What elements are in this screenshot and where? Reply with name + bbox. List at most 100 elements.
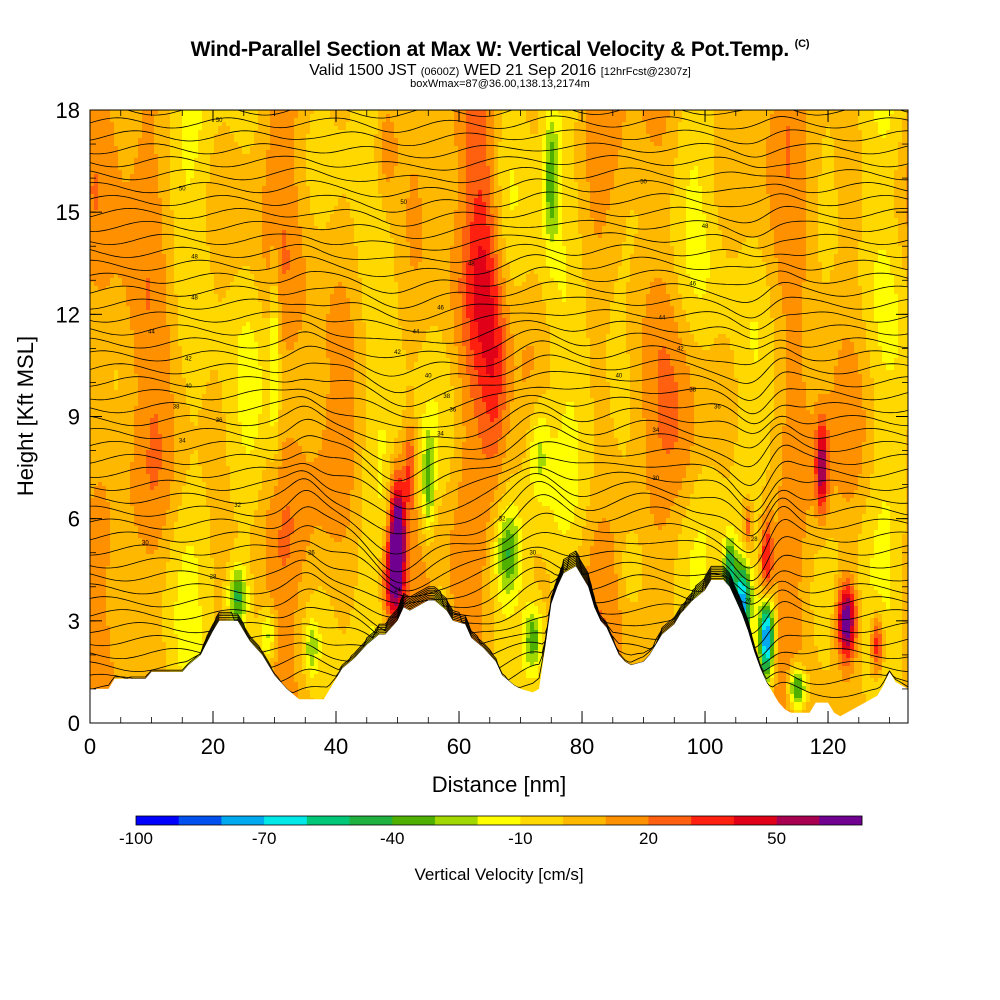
- theta-contour-line: [90, 412, 908, 463]
- theta-contour-label: 48: [702, 224, 709, 230]
- theta-contour-label: 26: [308, 551, 315, 557]
- theta-contours: 50 50 48 48 44 42 40 38 36 34 32 30 28 26 24 42 44 40 38 36…: [90, 110, 908, 698]
- x-tick-label: 20: [201, 734, 225, 759]
- theta-contour-line: [90, 309, 908, 333]
- colorbar-swatch: [605, 816, 649, 825]
- theta-contour-line: [90, 205, 908, 227]
- theta-contour-line: [90, 166, 908, 184]
- theta-contour-line: [90, 178, 908, 198]
- colorbar-swatch: [221, 816, 265, 825]
- colorbar-tick-label: 20: [639, 829, 658, 848]
- theta-contour-label: 42: [677, 346, 684, 352]
- terrain-profile: [90, 566, 908, 723]
- y-axis-title: Height [Kft MSL]: [13, 336, 38, 496]
- theta-contour-label: 36: [714, 404, 721, 410]
- theta-contour-line: [90, 281, 908, 309]
- chart-box-info: boxWmax=87@36.00,138.13,2174m: [0, 78, 1000, 90]
- theta-contour-line: [90, 243, 908, 263]
- theta-contour-label: 44: [148, 329, 155, 335]
- theta-contour-label: 44: [413, 329, 420, 335]
- theta-contour-line: [90, 553, 908, 632]
- theta-contour-line: [90, 512, 908, 584]
- colorbar-swatch: [136, 816, 180, 825]
- x-tick-label: 120: [810, 734, 847, 759]
- colorbar-swatch: [776, 816, 820, 825]
- theta-contour-label: 38: [443, 394, 450, 400]
- theta-contour-label: 32: [234, 503, 241, 509]
- theta-contour-label: 46: [437, 306, 444, 312]
- colorbar-swatch: [349, 816, 393, 825]
- y-tick-label: 18: [56, 98, 80, 123]
- colorbar: -100 -70 -40 -10 20 50: [119, 815, 863, 848]
- theta-contour-label: 30: [652, 476, 659, 482]
- chart-title: Wind-Parallel Section at Max W: Vertical…: [0, 38, 1000, 62]
- x-tick-label: 80: [570, 734, 594, 759]
- colorbar-title: Vertical Velocity [cm/s]: [414, 865, 583, 884]
- theta-contour-label: 50: [216, 118, 223, 124]
- theta-contour-line: [90, 550, 908, 604]
- theta-contour-line: [90, 546, 908, 598]
- theta-contour-label: 48: [191, 254, 198, 260]
- colorbar-swatch: [648, 816, 692, 825]
- theta-contour-label: 24: [394, 588, 401, 594]
- x-tick-label: 40: [324, 734, 348, 759]
- theta-contour-label: 34: [652, 428, 659, 434]
- chart-subtitle: Valid 1500 JST (0600Z) WED 21 Sep 2016 […: [0, 62, 1000, 80]
- theta-contour-line: [90, 232, 908, 251]
- theta-contour-label: 38: [689, 387, 696, 393]
- theta-contour-line: [90, 558, 908, 660]
- colorbar-tick-label: -100: [119, 829, 153, 848]
- theta-contour-line: [90, 320, 908, 344]
- theta-contour-line: [90, 370, 908, 408]
- theta-contour-label: 48: [191, 295, 198, 301]
- colorbar-swatch: [434, 816, 478, 825]
- colorbar-tick-label: -70: [252, 829, 277, 848]
- theta-contour-label: 36: [216, 418, 223, 424]
- theta-contour-line: [90, 266, 908, 294]
- theta-contour-line: [90, 296, 908, 322]
- y-tick-label: 6: [68, 507, 80, 532]
- theta-contour-label: 28: [751, 537, 758, 543]
- theta-contour-line: [90, 562, 908, 672]
- colorbar-swatch: [306, 816, 350, 825]
- theta-contour-line: [90, 425, 908, 482]
- theta-contour-label: 42: [394, 350, 401, 356]
- theta-contour-line: [90, 560, 908, 667]
- theta-contour-line: [90, 329, 908, 359]
- colorbar-swatch: [819, 816, 863, 825]
- theta-contour-label: 36: [450, 408, 457, 414]
- theta-contour-line: [90, 191, 908, 213]
- theta-contour-line: [90, 555, 908, 635]
- theta-contour-line: [90, 441, 908, 497]
- theta-contour-line: [90, 354, 908, 394]
- theta-contour-line: [90, 473, 908, 535]
- theta-contour-label: 34: [179, 438, 186, 444]
- x-tick-label: 60: [447, 734, 471, 759]
- colorbar-tick-label: -10: [508, 829, 533, 848]
- theta-contour-label: 42: [185, 357, 192, 363]
- theta-contour-line: [90, 552, 908, 618]
- colorbar-swatch: [520, 816, 564, 825]
- theta-contour-line: [125, 110, 908, 119]
- terrain-mask: [90, 566, 908, 723]
- theta-contour-label: 50: [640, 180, 647, 186]
- colorbar-tick-label: 50: [767, 829, 786, 848]
- y-tick-label: 12: [56, 302, 80, 327]
- colorbar-swatch: [477, 816, 521, 825]
- colorbar-tick-label: -40: [380, 829, 405, 848]
- theta-contour-line: [90, 456, 908, 510]
- theta-contour-label: 28: [210, 575, 217, 581]
- theta-contour-line: [90, 480, 908, 555]
- theta-contour-line: [90, 142, 908, 159]
- colorbar-swatch: [563, 816, 607, 825]
- theta-contour-line: [90, 494, 908, 573]
- colorbar-swatch: [733, 816, 777, 825]
- y-tick-label: 0: [68, 711, 80, 736]
- y-tick-label: 3: [68, 609, 80, 634]
- theta-contour-label: 34: [437, 432, 444, 438]
- theta-contour-label: 48: [468, 261, 475, 267]
- theta-contour-label: 40: [425, 374, 432, 380]
- colorbar-swatch: [264, 816, 308, 825]
